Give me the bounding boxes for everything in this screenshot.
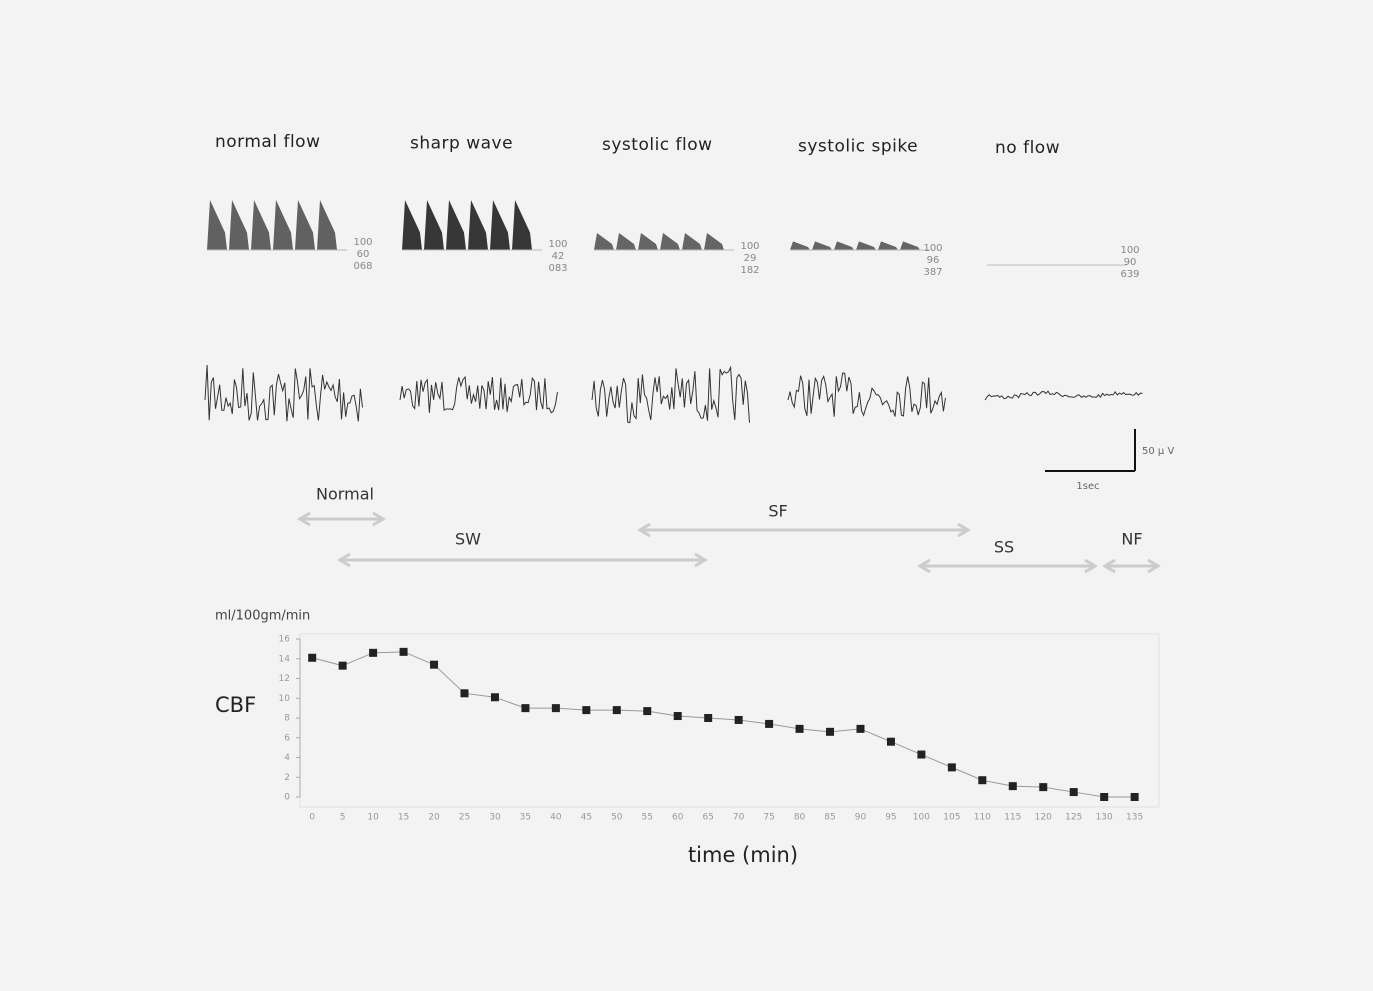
x-tick-label: 55 — [642, 813, 653, 823]
x-tick-label: 115 — [1004, 813, 1021, 823]
y-tick-label: 4 — [284, 753, 290, 763]
cbf-marker — [613, 706, 621, 714]
x-tick-label: 0 — [309, 813, 315, 823]
x-tick-label: 25 — [459, 813, 470, 823]
doppler-reading: 083 — [548, 263, 567, 274]
y-tick-label: 14 — [279, 654, 291, 664]
x-tick-label: 85 — [824, 813, 835, 823]
cbf-marker — [643, 707, 651, 715]
doppler-reading: 639 — [1120, 269, 1139, 280]
x-tick-label: 100 — [913, 813, 930, 823]
y-tick-label: 0 — [284, 793, 290, 803]
x-tick-label: 50 — [611, 813, 623, 823]
x-tick-label: 10 — [367, 813, 379, 823]
cbf-marker — [552, 704, 560, 712]
x-tick-label: 60 — [672, 813, 684, 823]
cbf-marker — [369, 649, 377, 657]
doppler-reading: 100 — [548, 239, 567, 250]
cbf-marker — [917, 751, 925, 759]
cbf-marker — [948, 763, 956, 771]
cbf-marker — [1070, 788, 1078, 796]
cbf-marker — [1039, 783, 1047, 791]
waveform-title: no flow — [995, 138, 1060, 158]
doppler-reading: 60 — [357, 249, 370, 260]
x-tick-label: 105 — [943, 813, 960, 823]
x-tick-label: 45 — [581, 813, 592, 823]
y-tick-label: 2 — [284, 773, 290, 783]
x-tick-label: 75 — [763, 813, 774, 823]
cbf-marker — [308, 654, 316, 662]
x-tick-label: 30 — [489, 813, 501, 823]
x-tick-label: 130 — [1096, 813, 1113, 823]
cbf-marker — [796, 725, 804, 733]
cbf-marker — [1009, 782, 1017, 790]
x-tick-label: 120 — [1035, 813, 1052, 823]
x-tick-label: 35 — [520, 813, 531, 823]
cbf-marker — [674, 712, 682, 720]
doppler-reading: 068 — [353, 261, 372, 272]
x-tick-label: 135 — [1126, 813, 1143, 823]
x-tick-label: 125 — [1065, 813, 1082, 823]
doppler-reading: 90 — [1124, 257, 1137, 268]
cbf-marker — [400, 648, 408, 656]
x-tick-label: 40 — [550, 813, 562, 823]
cbf-marker — [887, 738, 895, 746]
cbf-marker — [978, 776, 986, 784]
x-tick-label: 80 — [794, 813, 806, 823]
y-unit: ml/100gm/min — [215, 609, 310, 624]
cbf-marker — [735, 716, 743, 724]
cbf-marker — [826, 728, 834, 736]
y-tick-label: 10 — [279, 694, 291, 704]
time-label: 1sec — [1076, 481, 1099, 492]
cbf-marker — [491, 693, 499, 701]
cbf-marker — [339, 662, 347, 670]
x-tick-label: 90 — [855, 813, 867, 823]
x-axis-label: time (min) — [688, 843, 798, 867]
waveform-title: normal flow — [215, 132, 320, 152]
y-tick-label: 12 — [279, 674, 290, 684]
doppler-reading: 100 — [353, 237, 372, 248]
cbf-marker — [521, 704, 529, 712]
x-tick-label: 15 — [398, 813, 409, 823]
x-tick-label: 70 — [733, 813, 745, 823]
cbf-marker — [582, 706, 590, 714]
cbf-marker — [1100, 793, 1108, 801]
cbf-marker — [704, 714, 712, 722]
phase-label: SW — [455, 530, 481, 549]
x-tick-label: 5 — [340, 813, 346, 823]
doppler-reading: 100 — [923, 243, 942, 254]
phase-label: SF — [768, 502, 787, 521]
y-axis-label: CBF — [215, 693, 256, 717]
x-tick-label: 20 — [428, 813, 440, 823]
doppler-reading: 29 — [744, 253, 757, 264]
doppler-reading: 100 — [1120, 245, 1139, 256]
y-tick-label: 16 — [279, 635, 291, 645]
waveform-title: sharp wave — [410, 134, 513, 154]
doppler-reading: 42 — [552, 251, 565, 262]
x-tick-label: 65 — [702, 813, 713, 823]
x-tick-label: 110 — [974, 813, 991, 823]
phase-label: NF — [1121, 530, 1142, 549]
doppler-reading: 182 — [740, 265, 759, 276]
doppler-reading: 100 — [740, 241, 759, 252]
cbf-marker — [1131, 793, 1139, 801]
phase-label: Normal — [316, 485, 374, 504]
waveform-title: systolic spike — [798, 137, 918, 157]
cbf-marker — [460, 689, 468, 697]
y-tick-label: 8 — [284, 714, 290, 724]
cbf-marker — [765, 720, 773, 728]
amplitude-label: 50 μ V — [1142, 446, 1174, 457]
cbf-marker — [430, 661, 438, 669]
waveform-title: systolic flow — [602, 135, 713, 155]
doppler-reading: 387 — [923, 267, 942, 278]
figure: 50 μ V 1sec ml/100gm/min CBF time (min) … — [0, 0, 1373, 991]
cbf-marker — [856, 725, 864, 733]
doppler-reading: 96 — [927, 255, 940, 266]
phase-label: SS — [994, 538, 1014, 557]
x-tick-label: 95 — [885, 813, 896, 823]
y-tick-label: 6 — [284, 733, 290, 743]
